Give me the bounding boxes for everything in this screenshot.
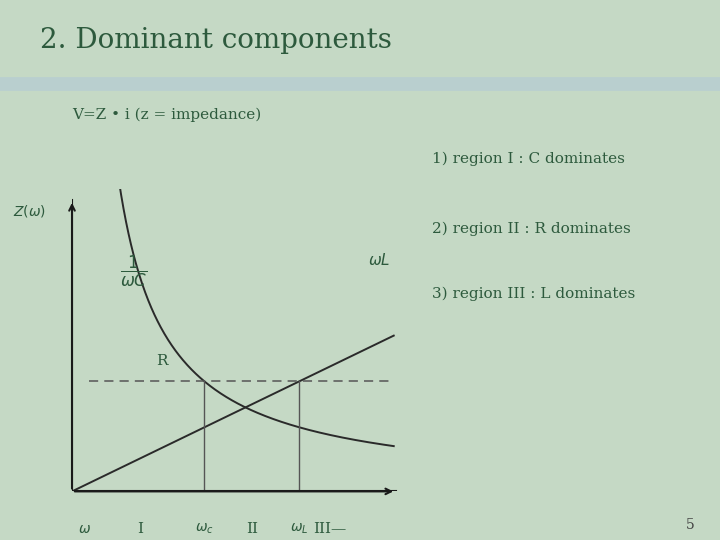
Text: 3) region III : L dominates: 3) region III : L dominates (432, 286, 635, 301)
Text: $\omega_c$: $\omega_c$ (195, 522, 214, 536)
Text: 2. Dominant components: 2. Dominant components (40, 27, 392, 54)
Text: 5: 5 (686, 518, 695, 532)
Text: 1) region I : C dominates: 1) region I : C dominates (432, 151, 625, 166)
Text: III—: III— (313, 522, 346, 536)
Text: I: I (138, 522, 143, 536)
Text: $Z(\omega)$: $Z(\omega)$ (13, 202, 46, 219)
Text: 2) region II : R dominates: 2) region II : R dominates (432, 221, 631, 236)
Text: $\omega L$: $\omega L$ (369, 253, 391, 268)
Text: V=Z • i (z = impedance): V=Z • i (z = impedance) (72, 108, 261, 123)
Text: II: II (246, 522, 258, 536)
Text: R: R (156, 354, 168, 368)
Text: $\omega$: $\omega$ (78, 522, 91, 536)
Text: $\omega_L$: $\omega_L$ (290, 522, 308, 536)
Text: $\dfrac{1}{\omega C}$: $\dfrac{1}{\omega C}$ (120, 254, 148, 289)
